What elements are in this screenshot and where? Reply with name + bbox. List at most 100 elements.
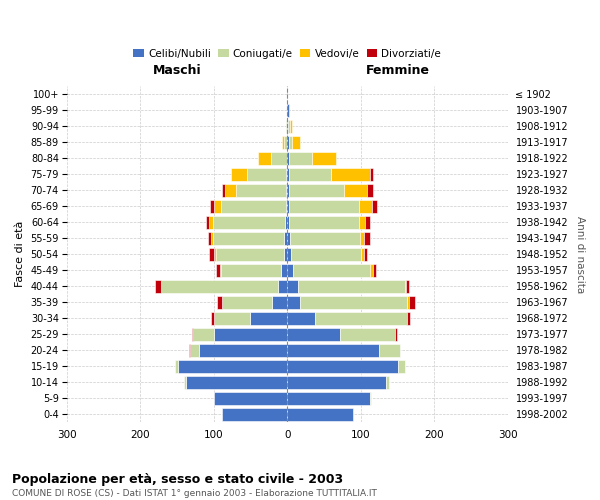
Bar (287, 264, 293, 277)
Bar (370, 168, 373, 181)
Bar (287, 184, 289, 197)
Bar (292, 136, 299, 149)
Bar (211, 232, 213, 245)
Bar (208, 232, 211, 245)
Bar (284, 136, 287, 149)
Bar (287, 248, 291, 261)
Bar (223, 408, 287, 421)
Bar (386, 376, 389, 389)
Bar (287, 280, 298, 293)
Bar (287, 328, 340, 341)
Bar (379, 344, 400, 357)
Text: Femmine: Femmine (365, 64, 430, 76)
Bar (340, 328, 395, 341)
Bar (287, 216, 289, 229)
Bar (289, 184, 344, 197)
Bar (288, 120, 290, 133)
Bar (191, 328, 193, 341)
Bar (211, 312, 214, 325)
Bar (210, 200, 214, 213)
Bar (216, 248, 284, 261)
Bar (287, 376, 386, 389)
Bar (232, 168, 247, 181)
Bar (287, 344, 379, 357)
Bar (206, 216, 209, 229)
Bar (214, 200, 221, 213)
Bar (406, 280, 409, 293)
Bar (213, 232, 284, 245)
Bar (290, 232, 360, 245)
Bar (361, 248, 364, 261)
Bar (214, 312, 250, 325)
Bar (236, 184, 286, 197)
Bar (271, 152, 287, 165)
Bar (287, 312, 315, 325)
Text: COMUNE DI ROSE (CS) - Dati ISTAT 1° gennaio 2003 - Elaborazione TUTTITALIA.IT: COMUNE DI ROSE (CS) - Dati ISTAT 1° genn… (12, 489, 377, 498)
Bar (298, 280, 405, 293)
Bar (287, 136, 289, 149)
Bar (226, 184, 236, 197)
Text: Popolazione per età, sesso e stato civile - 2003: Popolazione per età, sesso e stato civil… (12, 472, 343, 486)
Bar (286, 120, 287, 133)
Bar (175, 360, 178, 373)
Bar (373, 264, 376, 277)
Text: Maschi: Maschi (152, 64, 201, 76)
Bar (287, 232, 290, 245)
Bar (331, 168, 370, 181)
Y-axis label: Anni di nascita: Anni di nascita (575, 216, 585, 293)
Bar (289, 152, 312, 165)
Y-axis label: Fasce di età: Fasce di età (15, 221, 25, 288)
Bar (372, 200, 377, 213)
Bar (291, 248, 361, 261)
Bar (247, 168, 286, 181)
Bar (364, 232, 370, 245)
Bar (199, 344, 287, 357)
Bar (367, 184, 373, 197)
Bar (285, 216, 287, 229)
Bar (289, 136, 292, 149)
Bar (287, 360, 398, 373)
Bar (344, 184, 367, 197)
Bar (258, 152, 271, 165)
Bar (286, 200, 287, 213)
Bar (370, 264, 373, 277)
Bar (293, 264, 370, 277)
Bar (250, 312, 287, 325)
Bar (272, 296, 287, 309)
Bar (216, 264, 220, 277)
Bar (289, 216, 359, 229)
Bar (287, 168, 289, 181)
Bar (155, 280, 161, 293)
Bar (359, 200, 372, 213)
Bar (287, 104, 289, 117)
Bar (287, 200, 289, 213)
Bar (222, 184, 226, 197)
Bar (220, 264, 221, 277)
Bar (287, 152, 289, 165)
Bar (289, 200, 359, 213)
Bar (217, 296, 223, 309)
Bar (184, 376, 186, 389)
Bar (213, 216, 285, 229)
Bar (281, 264, 287, 277)
Bar (360, 232, 364, 245)
Bar (186, 376, 287, 389)
Bar (161, 280, 278, 293)
Bar (287, 120, 288, 133)
Bar (286, 168, 287, 181)
Bar (407, 296, 409, 309)
Bar (287, 392, 370, 405)
Legend: Celibi/Nubili, Coniugati/e, Vedovi/e, Divorziati/e: Celibi/Nubili, Coniugati/e, Vedovi/e, Di… (129, 44, 445, 62)
Bar (221, 264, 281, 277)
Bar (178, 360, 287, 373)
Bar (209, 216, 213, 229)
Bar (398, 360, 405, 373)
Bar (188, 344, 190, 357)
Bar (190, 344, 199, 357)
Bar (359, 216, 365, 229)
Bar (278, 280, 287, 293)
Bar (409, 296, 415, 309)
Bar (214, 248, 216, 261)
Bar (287, 408, 353, 421)
Bar (370, 392, 371, 405)
